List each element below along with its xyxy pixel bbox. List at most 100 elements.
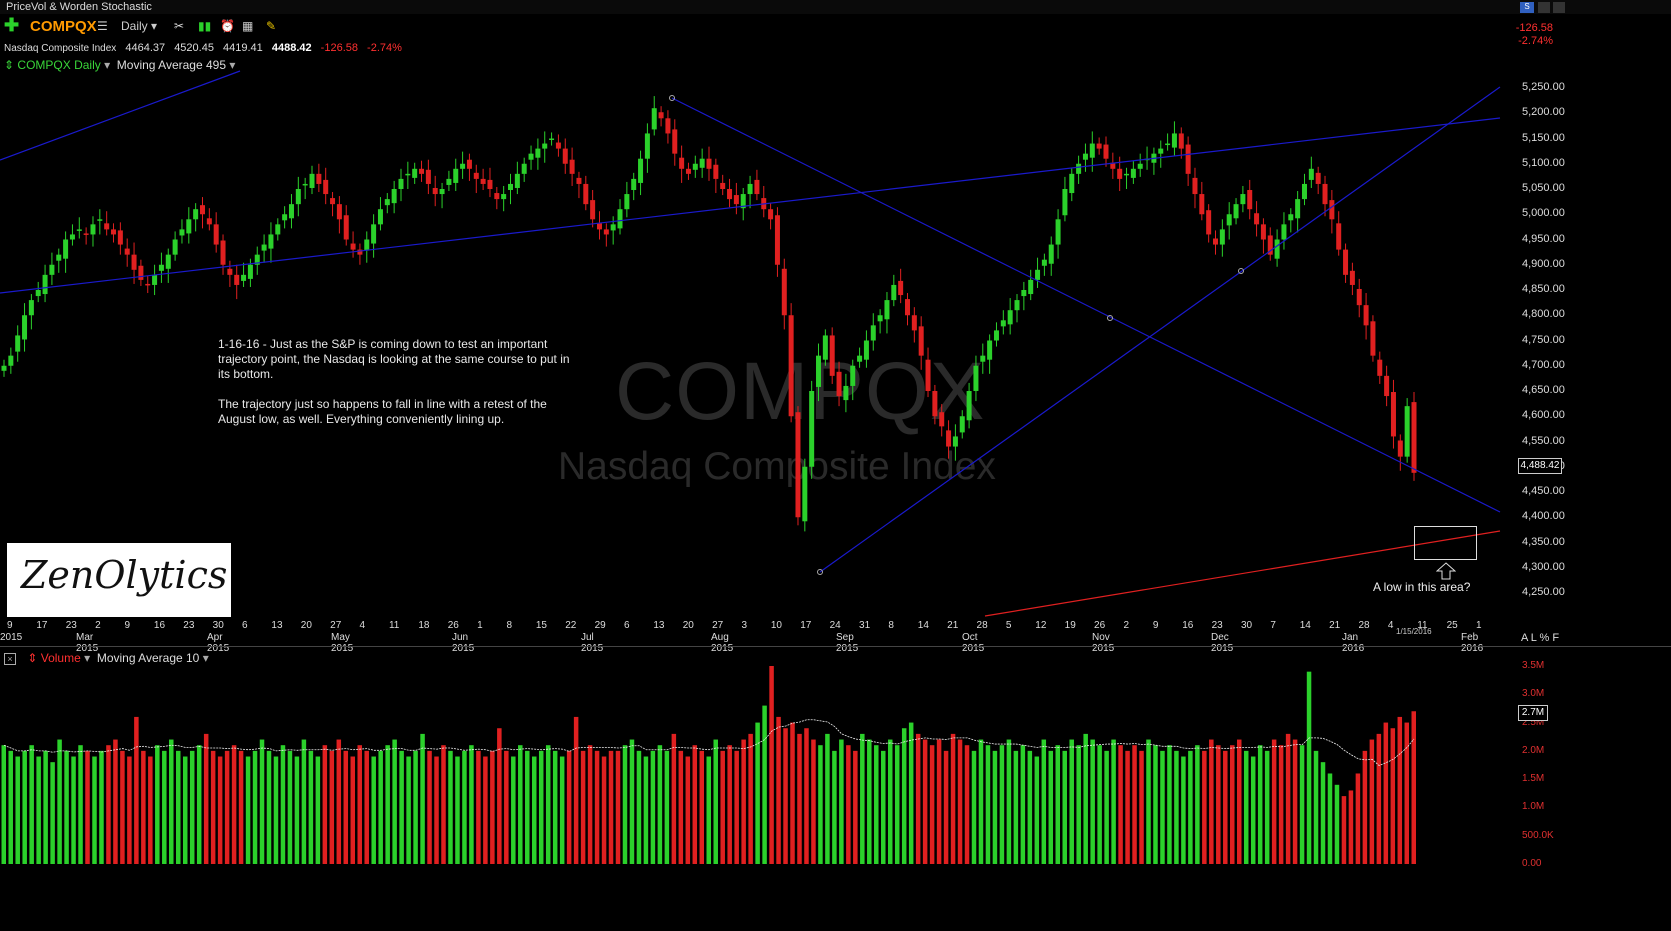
price-tick-label: 4,600.00 xyxy=(1522,409,1565,422)
candle-body xyxy=(624,194,630,210)
volume-ma-label[interactable]: Moving Average 10 xyxy=(96,651,200,665)
candle-body xyxy=(781,268,787,316)
candle-body xyxy=(1062,189,1068,216)
date-tick-label: 5 xyxy=(1005,620,1012,631)
volume-bar xyxy=(601,756,607,864)
candle-body xyxy=(487,179,493,189)
candle-body xyxy=(49,264,55,275)
candle-body xyxy=(316,173,322,184)
candle-body xyxy=(1288,214,1294,221)
volume-bar xyxy=(783,728,788,864)
tools-icon[interactable]: ✂ xyxy=(174,19,185,33)
candle-body xyxy=(1028,279,1034,295)
volume-bar xyxy=(162,750,167,864)
candle-body xyxy=(644,133,650,159)
volume-bar xyxy=(497,728,502,864)
date-tick-label: 23 xyxy=(1211,620,1223,631)
volume-chart[interactable] xyxy=(0,660,1518,866)
symbol-field[interactable]: COMPQX xyxy=(30,18,97,35)
ma-label[interactable]: Moving Average 495 xyxy=(116,58,226,72)
candle-body xyxy=(22,315,28,340)
price-tick-label: 4,250.00 xyxy=(1522,586,1565,598)
date-tick-label: 26 xyxy=(447,620,459,631)
date-tick-label: 9 xyxy=(124,620,131,631)
candle-body xyxy=(1295,199,1301,219)
volume-tick-label: 500.0K xyxy=(1522,829,1554,841)
plus-icon[interactable]: ✚ xyxy=(4,15,20,35)
candle-body xyxy=(1254,213,1260,225)
volume-bar xyxy=(1271,739,1277,864)
volume-bar xyxy=(587,745,593,864)
date-tick-label: 3 xyxy=(741,620,748,631)
date-tick-label: 27 xyxy=(330,620,342,631)
candle-body xyxy=(83,233,89,235)
chevron-down-icon[interactable]: ▾ xyxy=(229,58,236,72)
date-tick-label: 25 xyxy=(1446,620,1458,631)
volume-bar xyxy=(462,750,467,864)
minimize-icon[interactable] xyxy=(1538,2,1550,13)
volume-bar xyxy=(1404,722,1410,864)
candle-body xyxy=(1137,163,1143,169)
chevron-down-icon[interactable]: ▾ xyxy=(202,651,209,665)
candle-body xyxy=(1206,210,1212,235)
scale-options[interactable]: A L % F xyxy=(1521,632,1560,644)
trendline xyxy=(819,86,1501,573)
chevron-down-icon[interactable]: ▾ xyxy=(84,651,91,665)
price-tick-label: 4,650.00 xyxy=(1522,384,1565,396)
settings-icon[interactable]: S xyxy=(1520,2,1534,13)
bars-icon[interactable]: ▮▮ xyxy=(198,19,212,33)
volume-bar xyxy=(678,750,684,864)
candle-body xyxy=(713,164,719,179)
volume-bar xyxy=(1083,733,1088,864)
volume-tick-label: 0.00 xyxy=(1522,858,1542,869)
candle-body xyxy=(590,200,596,220)
target-box xyxy=(1414,526,1477,560)
volume-bar xyxy=(1223,750,1228,864)
period-select[interactable]: Daily xyxy=(121,19,148,33)
close-icon[interactable]: × xyxy=(4,653,16,665)
price-chart[interactable] xyxy=(0,70,1518,620)
alarm-icon[interactable]: ⏰ xyxy=(220,19,235,33)
date-tick-label: 16 xyxy=(1182,620,1194,631)
chevron-down-icon[interactable]: ▾ xyxy=(151,19,158,33)
logo: ZenOlytics xyxy=(7,543,231,617)
candle-body xyxy=(1171,133,1177,148)
calculator-icon[interactable]: ▦ xyxy=(242,19,254,33)
date-tick-label: 21 xyxy=(947,620,959,631)
list-icon[interactable]: ☰ xyxy=(97,19,108,33)
volume-bar xyxy=(434,756,439,864)
candle-body xyxy=(15,335,21,352)
volume-bar xyxy=(769,666,774,864)
candle-body xyxy=(261,244,267,251)
candle-body xyxy=(768,209,774,220)
volume-bar xyxy=(706,756,711,864)
volume-bar xyxy=(671,733,677,864)
last-price-box: 4,488.42 xyxy=(1518,458,1562,474)
volume-bar xyxy=(1390,728,1396,864)
volume-bar xyxy=(301,739,307,864)
candle-body xyxy=(699,158,705,168)
volume-bar xyxy=(811,739,816,864)
date-tick-label: 30 xyxy=(1240,620,1253,631)
candle-body xyxy=(288,204,294,219)
candle-body xyxy=(220,240,226,265)
maximize-icon[interactable] xyxy=(1553,2,1565,13)
candle-body xyxy=(1219,229,1225,245)
volume-last-box: 2.7M xyxy=(1518,705,1548,721)
volume-bar xyxy=(378,750,383,864)
expand-icon[interactable]: ⇕ xyxy=(4,58,15,72)
expand-icon[interactable]: ⇕ xyxy=(27,651,38,665)
candle-body xyxy=(1329,200,1335,220)
chevron-down-icon[interactable]: ▾ xyxy=(104,58,111,72)
candle-body xyxy=(28,300,34,316)
volume-bar xyxy=(15,756,20,864)
volume-bar xyxy=(594,750,600,864)
candle-body xyxy=(843,385,849,401)
month-tick-label: Feb 2016 xyxy=(1461,632,1484,654)
pencil-icon[interactable]: ✎ xyxy=(266,19,277,33)
series-label[interactable]: COMPQX Daily xyxy=(17,58,101,72)
volume-bar xyxy=(371,756,376,864)
candle-body xyxy=(412,168,418,178)
candle-body xyxy=(802,466,808,522)
volume-label[interactable]: Volume xyxy=(40,651,81,665)
